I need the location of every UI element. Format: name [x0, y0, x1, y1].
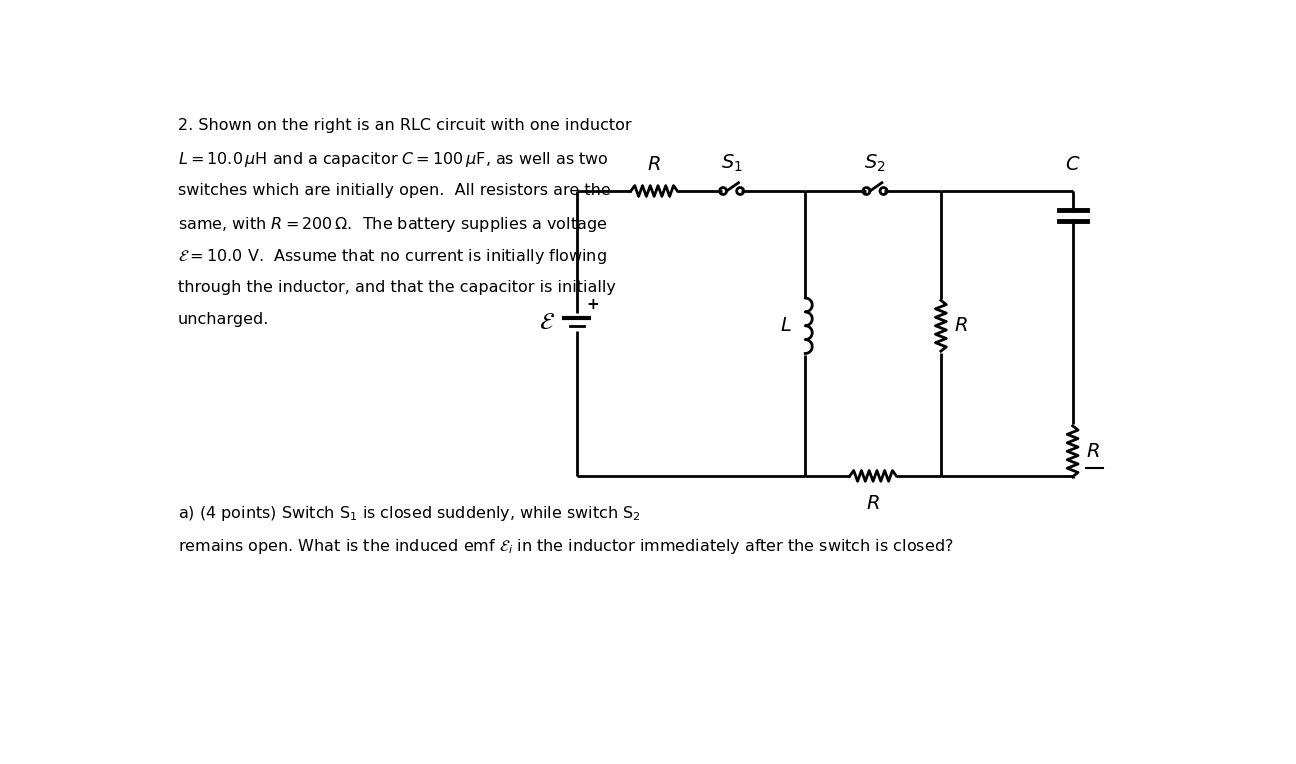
Text: 2. Shown on the right is an RLC circuit with one inductor: 2. Shown on the right is an RLC circuit … [178, 118, 631, 133]
Text: a) (4 points) Switch S$_1$ is closed suddenly, while switch S$_2$: a) (4 points) Switch S$_1$ is closed sud… [178, 504, 640, 523]
Text: same, with $R = 200\,\Omega$.  The battery supplies a voltage: same, with $R = 200\,\Omega$. The batter… [178, 215, 607, 234]
Text: switches which are initially open.  All resistors are the: switches which are initially open. All r… [178, 183, 610, 198]
Text: through the inductor, and that the capacitor is initially: through the inductor, and that the capac… [178, 280, 616, 295]
Text: $R$: $R$ [866, 494, 880, 513]
Text: $L = 10.0\,\mu$H and a capacitor $C = 100\,\mu$F, as well as two: $L = 10.0\,\mu$H and a capacitor $C = 10… [178, 151, 608, 169]
Text: $R$: $R$ [1086, 442, 1099, 461]
Text: $L$: $L$ [780, 316, 792, 335]
Text: $\mathcal{E} = 10.0$ V.  Assume that no current is initially flowing: $\mathcal{E} = 10.0$ V. Assume that no c… [178, 248, 607, 266]
Text: $S_2$: $S_2$ [864, 153, 885, 174]
Text: remains open. What is the induced emf $\mathcal{E}_i$ in the inductor immediatel: remains open. What is the induced emf $\… [178, 537, 953, 555]
Text: $R$: $R$ [954, 316, 968, 335]
Text: +: + [587, 297, 600, 312]
Text: $R$: $R$ [647, 155, 661, 174]
Text: $C$: $C$ [1065, 155, 1081, 174]
Text: $S_1$: $S_1$ [721, 153, 743, 174]
Text: $\mathcal{E}$: $\mathcal{E}$ [539, 310, 555, 334]
Text: uncharged.: uncharged. [178, 312, 268, 327]
